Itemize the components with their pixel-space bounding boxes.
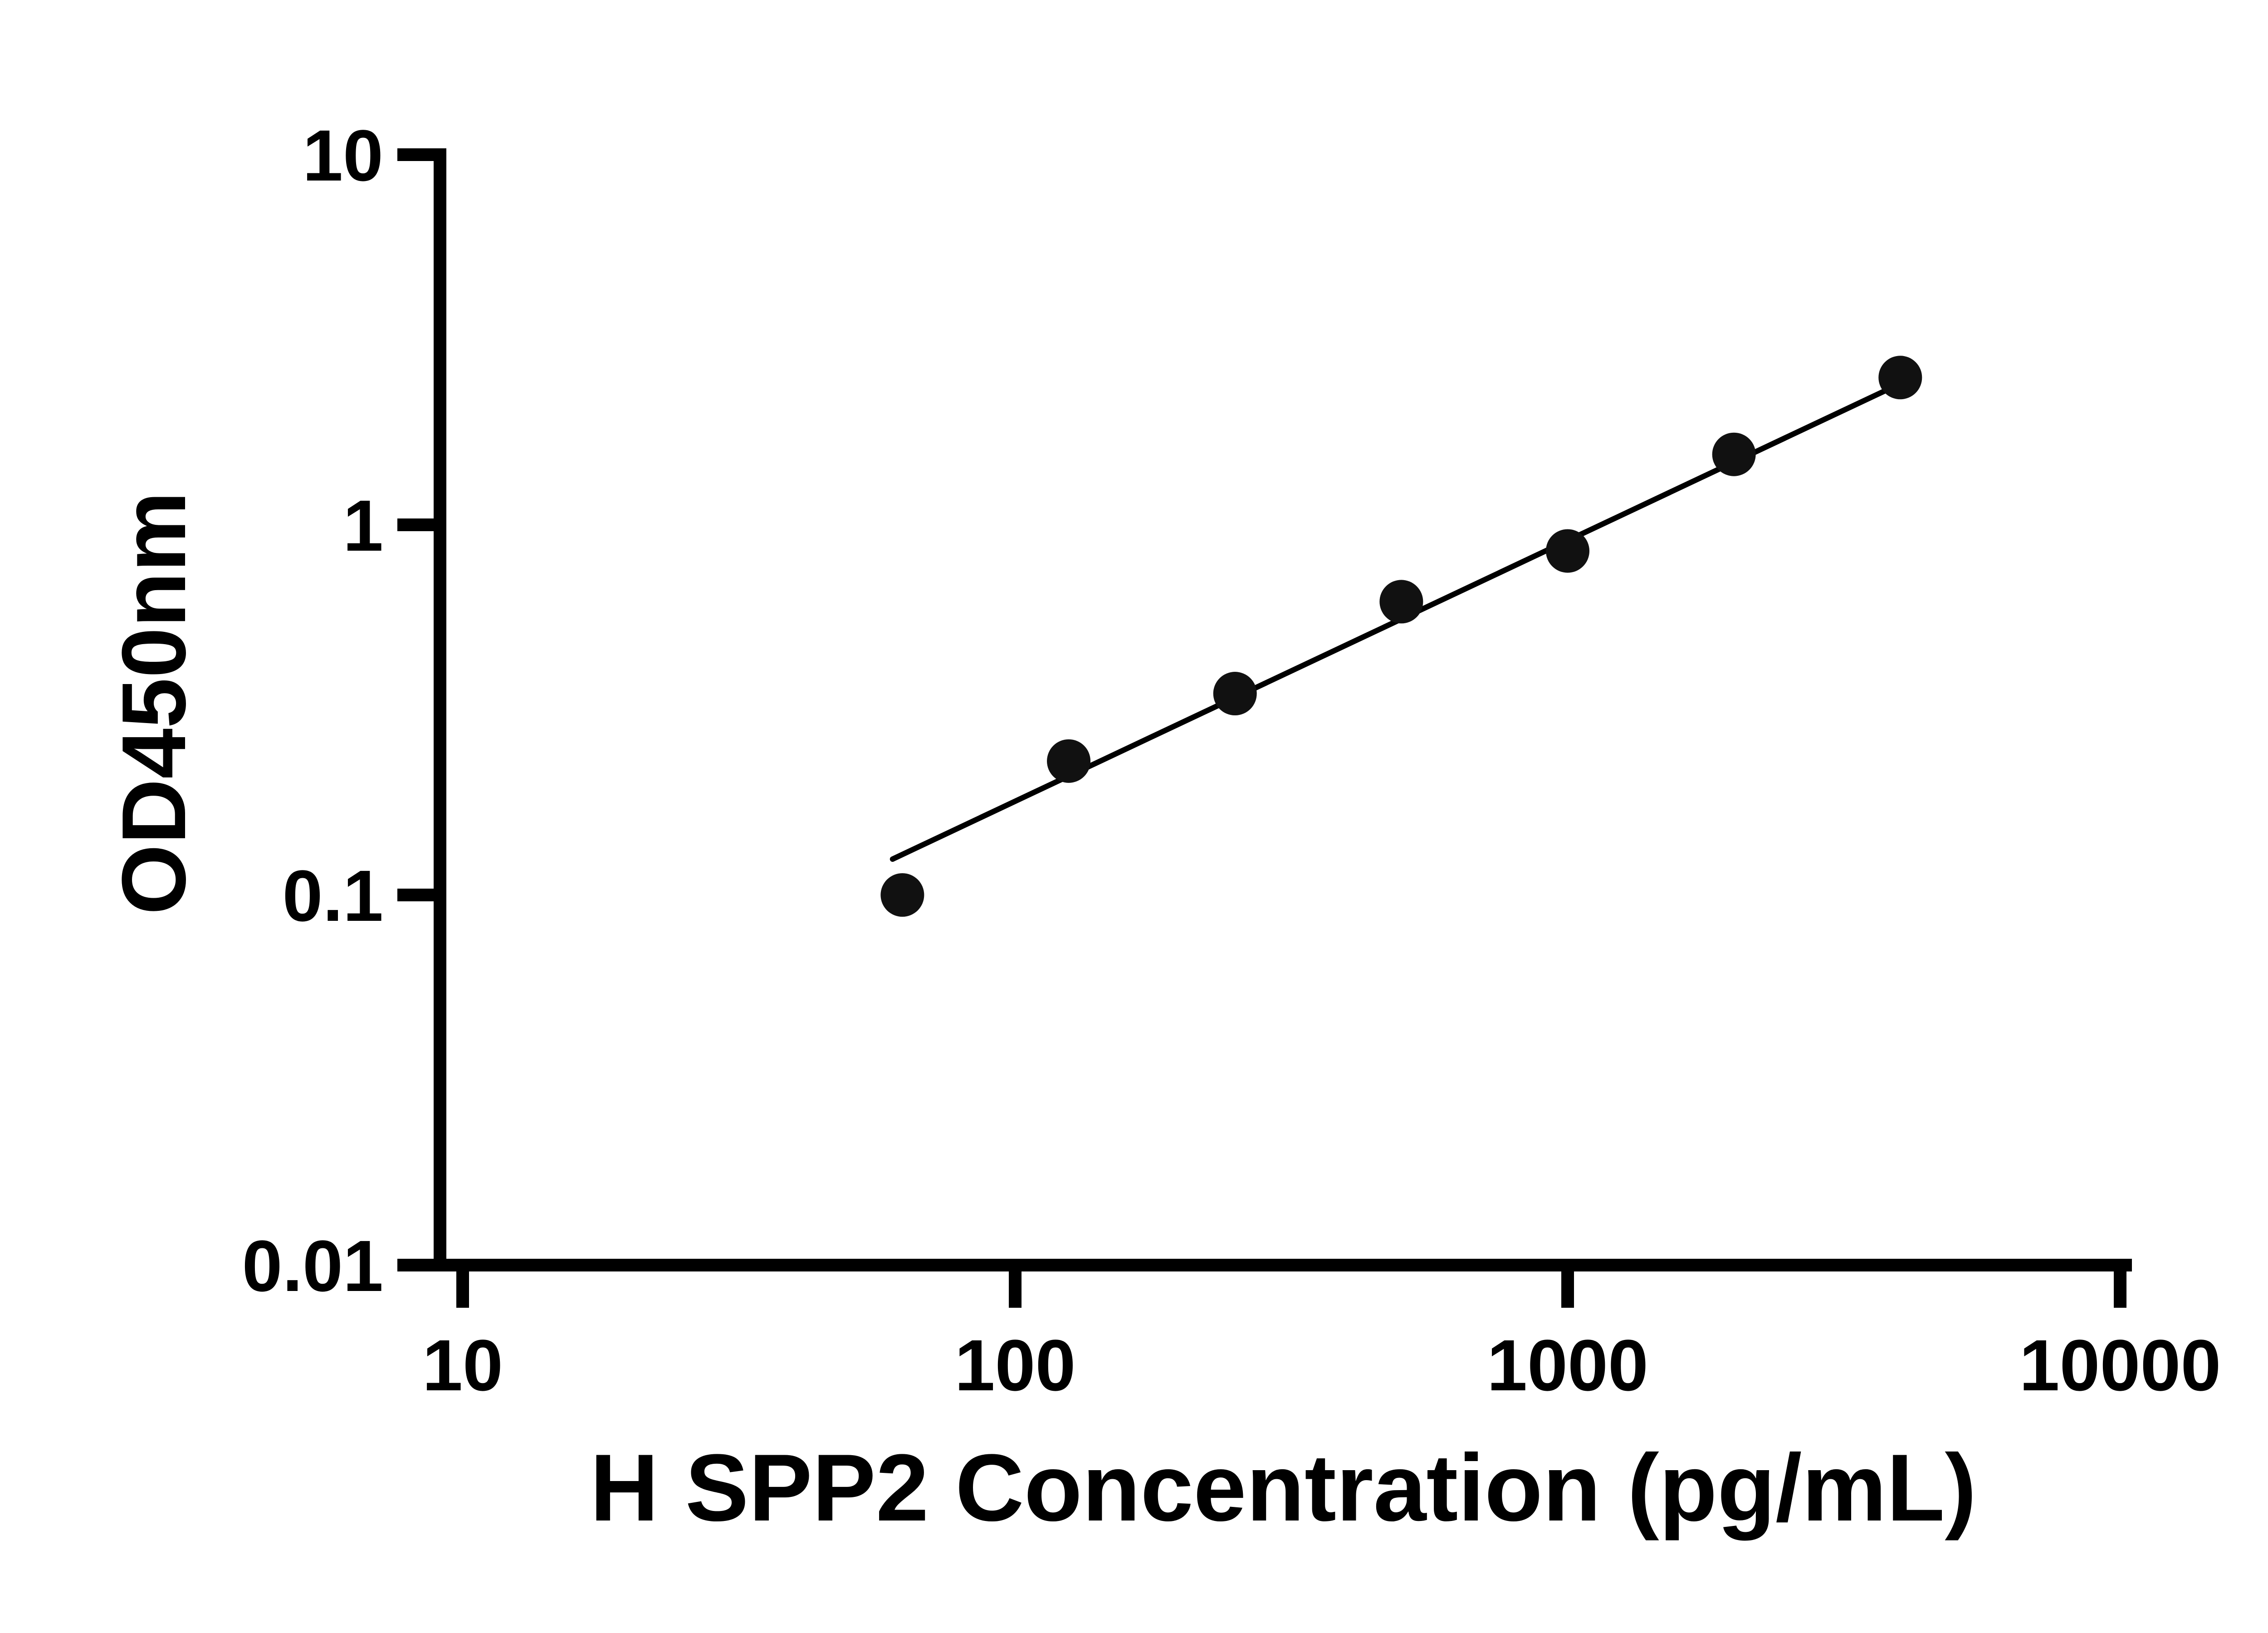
data-point (1213, 672, 1257, 716)
x-tick-label: 10 (422, 1325, 503, 1406)
y-tick-label: 10 (303, 115, 383, 196)
data-point (1878, 356, 1922, 400)
y-axis-title: OD450nm (103, 491, 205, 915)
data-point (1546, 529, 1589, 573)
y-tick-label: 1 (343, 485, 383, 566)
y-tick-label: 0.1 (283, 855, 383, 936)
data-point (1379, 580, 1423, 624)
x-axis-title: H SPP2 Concentration (pg/mL) (590, 1434, 1977, 1541)
x-tick-label: 100 (955, 1325, 1076, 1406)
y-tick-label: 0.01 (242, 1225, 383, 1306)
data-point (880, 873, 924, 917)
x-tick-label: 1000 (1487, 1325, 1648, 1406)
data-point (1712, 432, 1756, 476)
data-point (1047, 739, 1091, 783)
x-tick-label: 10000 (2019, 1325, 2221, 1406)
